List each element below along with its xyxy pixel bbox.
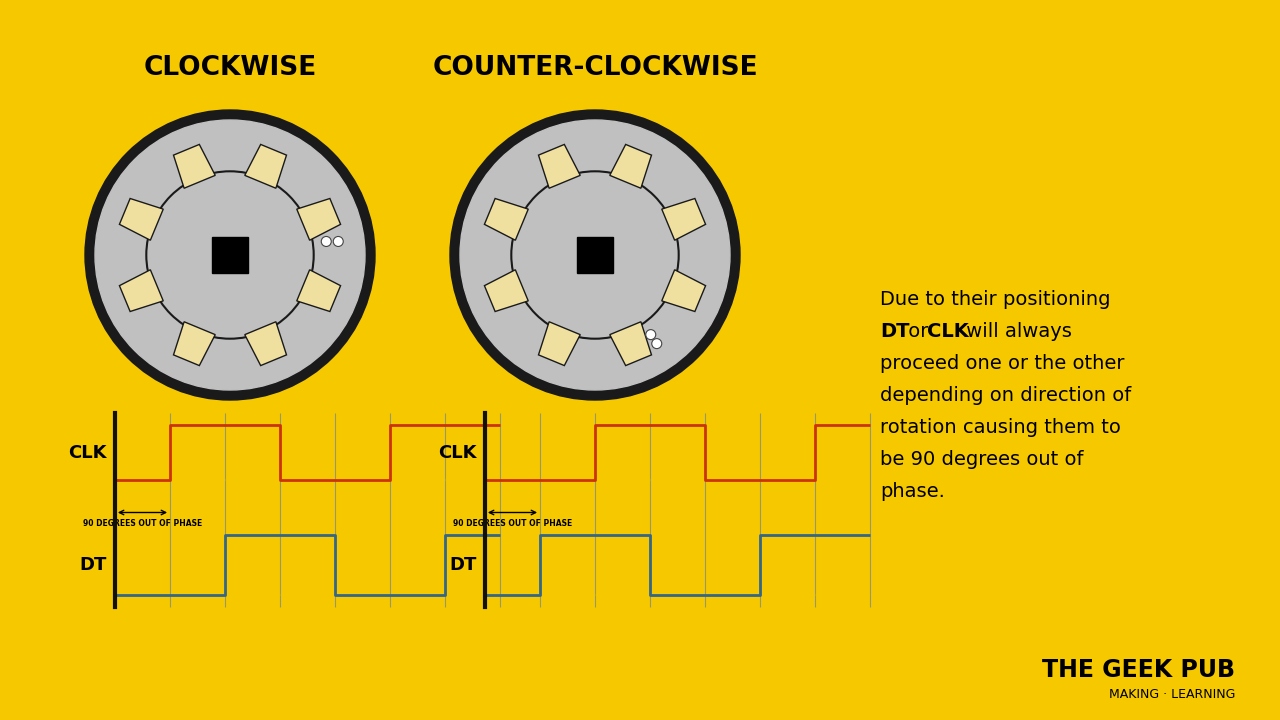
Polygon shape [609,145,652,188]
Polygon shape [609,322,652,366]
Text: 90 DEGREES OUT OF PHASE: 90 DEGREES OUT OF PHASE [453,518,572,528]
Text: or: or [902,322,934,341]
Text: phase.: phase. [881,482,945,501]
Bar [115,410,500,610]
Text: CLK: CLK [69,444,108,462]
Text: CLK: CLK [439,444,477,462]
Bar [485,410,870,610]
Polygon shape [119,199,164,240]
Text: DT: DT [449,556,477,574]
Polygon shape [212,238,247,273]
Polygon shape [662,270,705,312]
Text: CLOCKWISE: CLOCKWISE [143,55,316,81]
Polygon shape [484,199,529,240]
Polygon shape [539,322,580,366]
Circle shape [84,110,375,400]
Circle shape [645,330,655,340]
Text: CLK: CLK [927,322,969,341]
Circle shape [321,236,332,246]
Circle shape [451,110,740,400]
Text: THE GEEK PUB: THE GEEK PUB [1042,658,1235,682]
Text: Due to their positioning: Due to their positioning [881,290,1111,309]
Text: COUNTER-CLOCKWISE: COUNTER-CLOCKWISE [433,55,758,81]
Text: be 90 degrees out of: be 90 degrees out of [881,450,1083,469]
Polygon shape [244,322,287,366]
Polygon shape [174,145,215,188]
Text: DT: DT [881,322,910,341]
Text: MAKING · LEARNING: MAKING · LEARNING [1108,688,1235,701]
Circle shape [460,120,730,390]
Text: 90 DEGREES OUT OF PHASE: 90 DEGREES OUT OF PHASE [83,518,202,528]
Circle shape [652,338,662,348]
Polygon shape [539,145,580,188]
Text: DT: DT [79,556,108,574]
Polygon shape [662,199,705,240]
Circle shape [95,120,365,390]
Polygon shape [119,270,164,312]
Polygon shape [297,270,340,312]
Circle shape [333,236,343,246]
Text: rotation causing them to: rotation causing them to [881,418,1121,437]
Polygon shape [297,199,340,240]
Polygon shape [484,270,529,312]
Polygon shape [577,238,613,273]
Polygon shape [244,145,287,188]
Text: proceed one or the other: proceed one or the other [881,354,1125,373]
Polygon shape [174,322,215,366]
Text: will always: will always [960,322,1071,341]
Text: depending on direction of: depending on direction of [881,386,1132,405]
